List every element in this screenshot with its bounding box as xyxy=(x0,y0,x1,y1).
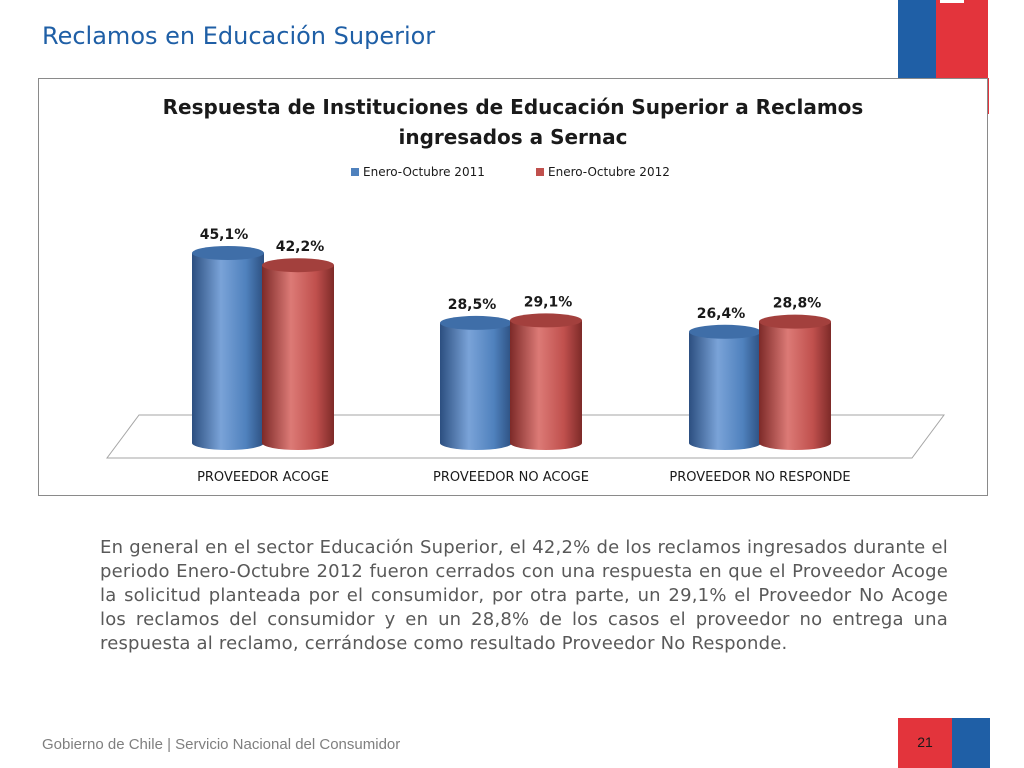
data-label: 28,5% xyxy=(448,297,497,313)
bar-top xyxy=(689,324,761,339)
bar-top xyxy=(262,258,334,273)
legend-label: Enero-Octubre 2012 xyxy=(548,165,670,179)
footer-blue-block xyxy=(952,718,990,768)
bar-2011 xyxy=(192,253,264,450)
bar-top xyxy=(440,315,512,330)
category-label: PROVEEDOR NO RESPONDE xyxy=(669,470,850,485)
data-label: 45,1% xyxy=(200,227,249,243)
chart-title: ingresados a Sernac xyxy=(398,125,627,149)
bar-2011 xyxy=(440,322,512,450)
page-number: 21 xyxy=(917,734,933,750)
bar-top xyxy=(510,313,582,328)
flag-blue-block xyxy=(898,0,936,78)
legend-swatch xyxy=(536,168,544,176)
data-label: 42,2% xyxy=(276,239,325,255)
bar-2012 xyxy=(759,321,831,450)
legend-label: Enero-Octubre 2011 xyxy=(363,165,485,179)
slide-title: Reclamos en Educación Superior xyxy=(42,22,436,50)
data-label: 28,8% xyxy=(773,296,822,312)
footer-organization: Gobierno de Chile | Servicio Nacional de… xyxy=(42,736,401,753)
bar-top xyxy=(759,314,831,329)
flag-star-strip xyxy=(940,0,964,3)
data-label: 26,4% xyxy=(697,306,746,322)
flag-red-block xyxy=(936,0,988,78)
category-label: PROVEEDOR ACOGE xyxy=(197,470,329,485)
bar-chart: Respuesta de Instituciones de Educación … xyxy=(106,95,945,485)
bar-top xyxy=(192,246,264,260)
summary-paragraph: En general en el sector Educación Superi… xyxy=(100,537,948,654)
bar-2012 xyxy=(262,265,334,450)
category-label: PROVEEDOR NO ACOGE xyxy=(433,470,589,485)
data-label: 29,1% xyxy=(524,294,573,310)
chart-frame: Respuesta de Instituciones de Educación … xyxy=(38,78,988,496)
footer-red-block xyxy=(898,718,952,768)
bar-2011 xyxy=(689,331,761,450)
chart-title: Respuesta de Instituciones de Educación … xyxy=(163,95,864,119)
bar-2012 xyxy=(510,320,582,450)
legend-swatch xyxy=(351,168,359,176)
